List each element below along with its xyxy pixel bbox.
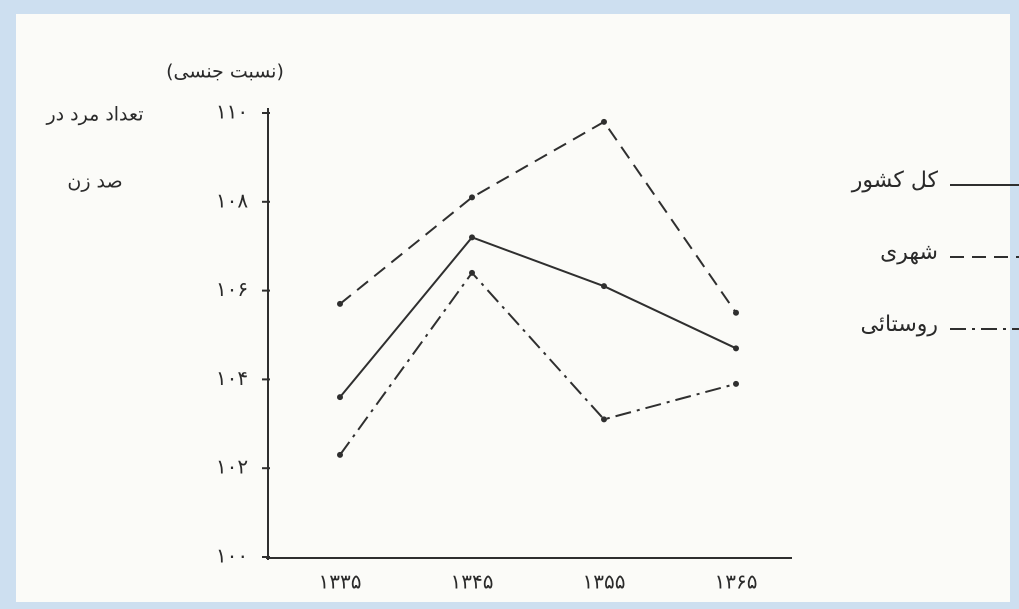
point — [601, 283, 607, 290]
point — [601, 416, 607, 423]
x-tick-label: ۱۳۳۵ — [319, 570, 362, 594]
series-line — [339, 236, 737, 398]
point — [337, 300, 343, 307]
point — [469, 269, 475, 276]
point — [337, 394, 343, 401]
y-tick-label: ۱۱۰ — [216, 100, 248, 124]
x-tick-label: ۱۳۵۵ — [583, 570, 626, 594]
series-line — [339, 271, 737, 456]
y-label: تعداد مرد در — [45, 104, 143, 126]
paper — [16, 14, 1010, 602]
y-tick-label: ۱۰۰ — [216, 544, 248, 568]
y-tick-label: ۱۰۶ — [216, 277, 248, 301]
x-tick-label: ۱۳۶۵ — [715, 570, 758, 594]
point — [337, 451, 343, 458]
x-tick-label: ۱۳۴۵ — [451, 570, 494, 594]
point — [469, 194, 475, 201]
y-tick-label: ۱۰۸ — [216, 188, 248, 212]
legend-label: شهری — [880, 240, 938, 265]
y-tick-label: ۱۰۴ — [216, 366, 248, 390]
point — [733, 345, 739, 352]
y-label: صد زن — [67, 171, 122, 193]
point — [601, 118, 607, 125]
y-tick-label: ۱۰۲ — [216, 455, 248, 479]
legend-label: روستائی — [861, 312, 938, 337]
series-line — [339, 120, 737, 314]
y-label-note: (نسبت جنسی) — [166, 61, 284, 83]
point — [469, 234, 475, 241]
legend-label: کل کشور — [851, 168, 939, 193]
point — [733, 380, 739, 387]
point — [733, 309, 739, 316]
